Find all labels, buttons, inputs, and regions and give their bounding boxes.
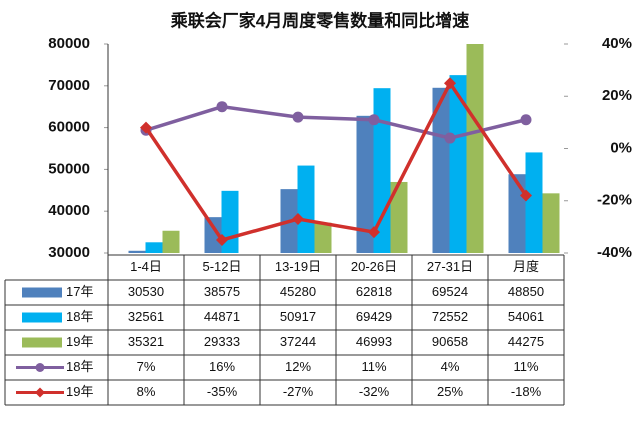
bar [449,75,467,253]
table-cell: 32561 [128,309,164,324]
bar [542,193,560,253]
x-tick-label: 1-4日 [130,259,162,274]
table-cell: 50917 [280,309,316,324]
x-tick-label: 月度 [513,259,539,274]
y-tick-label: 80000 [48,35,90,52]
table-cell: 29333 [204,334,240,349]
marker [444,132,456,144]
table-cell: 90658 [432,334,468,349]
bar [525,152,543,253]
bar [508,174,526,253]
bar [297,165,315,253]
line [145,104,527,140]
y-tick-label: 50000 [48,160,90,177]
bar [204,217,222,253]
table-cell: 45280 [280,284,316,299]
legend-marker [35,363,45,372]
bar [432,87,450,253]
marker [368,114,380,126]
table-cell: 11% [513,359,538,374]
line [144,79,528,242]
table-cell: 69429 [356,309,392,324]
table-cell: 25% [437,384,463,399]
legend-label: 18年 [66,359,93,374]
marker [140,121,152,134]
table-cell: 11% [361,359,386,374]
x-tick-label: 20-26日 [351,259,397,274]
table-cell: 7% [137,359,156,374]
bar [162,230,180,253]
marker [216,101,228,113]
table-cell: 69524 [432,284,468,299]
x-tick-label: 5-12日 [202,259,241,274]
y2-tick-label: 20% [602,87,632,104]
bar [128,250,146,253]
table-cell: 44275 [508,334,544,349]
legend-swatch [22,312,62,323]
marker [368,226,380,239]
y-tick-label: 60000 [48,119,90,136]
table-cell: 44871 [204,309,240,324]
legend-swatch [22,287,62,298]
table-cell: 30530 [128,284,164,299]
table-cell: -18% [511,384,542,399]
legend-label: 19年 [66,384,93,399]
table-cell: 38575 [204,284,240,299]
chart-title: 乘联会厂家4月周度零售数量和同比增速 [170,10,469,30]
table-cell: -35% [207,384,238,399]
bar [314,222,332,253]
table-cell: -27% [283,384,314,399]
table-cell: 35321 [128,334,164,349]
marker [216,233,228,246]
marker [520,189,532,202]
legend-label: 19年 [66,334,93,349]
table-cell: -32% [359,384,390,399]
legend-swatch [22,337,62,348]
legend-label: 18年 [66,309,93,324]
marker [444,77,456,90]
y2-tick-label: 0% [610,139,632,156]
y-tick-label: 30000 [48,244,90,261]
table-cell: 37244 [280,334,316,349]
table-cell: 46993 [356,334,392,349]
bar [390,181,408,253]
table-cell: 54061 [508,309,544,324]
marker [292,213,304,226]
table-cell: 16% [209,359,235,374]
table-cell: 12% [285,359,311,374]
y2-tick-label: -20% [597,192,632,209]
y-tick-label: 70000 [48,77,90,94]
marker [520,114,532,126]
table-cell: 48850 [508,284,544,299]
x-tick-label: 13-19日 [275,259,321,274]
y2-tick-label: -40% [597,244,632,261]
table-cell: 72552 [432,309,468,324]
table-cell: 4% [441,359,460,374]
bar [356,115,374,253]
table-cell: 8% [137,384,156,399]
y-tick-label: 40000 [48,202,90,219]
marker [292,111,304,123]
legend-marker [35,387,45,398]
legend-label: 17年 [66,284,93,299]
table-cell: 62818 [356,284,392,299]
bar [466,44,484,253]
x-tick-label: 27-31日 [427,259,473,274]
y2-tick-label: 40% [602,35,632,52]
bar [145,242,163,253]
